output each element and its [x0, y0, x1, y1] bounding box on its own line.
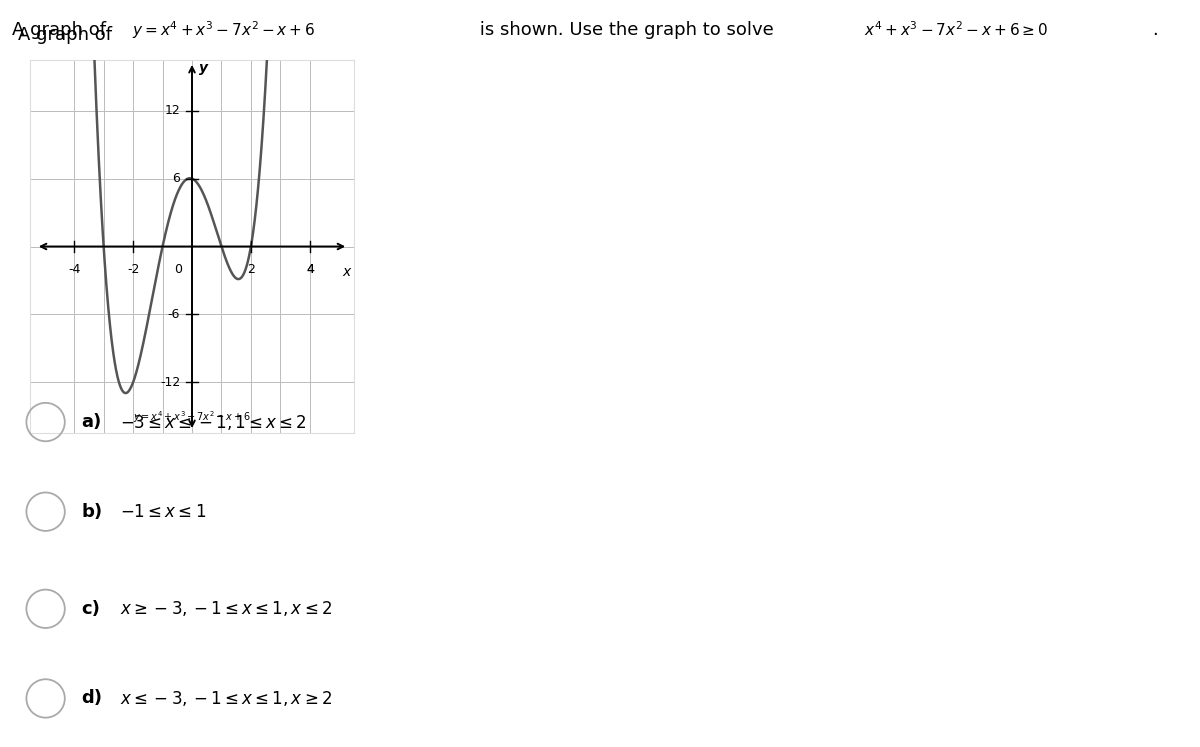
Text: b): b) — [82, 503, 103, 521]
Text: 2: 2 — [247, 264, 254, 276]
Text: a): a) — [82, 413, 102, 431]
Text: 12: 12 — [164, 104, 180, 117]
Text: y: y — [199, 61, 209, 75]
Text: $-3 \leq x \leq -1, 1 \leq x \leq 2$: $-3 \leq x \leq -1, 1 \leq x \leq 2$ — [120, 412, 307, 432]
Text: $x \leq -3, -1 \leq x \leq 1, x \geq 2$: $x \leq -3, -1 \leq x \leq 1, x \geq 2$ — [120, 689, 332, 708]
Text: 6: 6 — [173, 172, 180, 185]
Text: $y = x^4 + x^3 - 7x^2 - x + 6$: $y = x^4 + x^3 - 7x^2 - x + 6$ — [132, 19, 316, 41]
Text: is shown. Use the graph to solve: is shown. Use the graph to solve — [474, 21, 780, 39]
Text: c): c) — [82, 600, 101, 618]
Text: $x^4 + x^3 - 7x^2 - x + 6 \geq 0$: $x^4 + x^3 - 7x^2 - x + 6 \geq 0$ — [864, 20, 1048, 40]
Text: 0: 0 — [174, 264, 181, 276]
Text: $x \geq -3, -1 \leq x \leq 1, x \leq 2$: $x \geq -3, -1 \leq x \leq 1, x \leq 2$ — [120, 599, 332, 619]
Text: A graph of: A graph of — [18, 26, 118, 44]
Text: A graph of: A graph of — [12, 21, 112, 39]
Text: -12: -12 — [160, 376, 180, 389]
Text: -6: -6 — [168, 308, 180, 321]
Text: -2: -2 — [127, 264, 139, 276]
Text: d): d) — [82, 689, 103, 707]
Text: x: x — [342, 264, 350, 279]
Text: 4: 4 — [306, 264, 313, 276]
Text: .: . — [1152, 21, 1158, 39]
Text: 4: 4 — [306, 264, 313, 276]
Text: $y = x^4 + x^3 - 7x^2 - x + 6$: $y = x^4 + x^3 - 7x^2 - x + 6$ — [133, 409, 251, 425]
Text: -4: -4 — [68, 264, 80, 276]
Text: $-1 \leq x \leq 1$: $-1 \leq x \leq 1$ — [120, 503, 206, 521]
